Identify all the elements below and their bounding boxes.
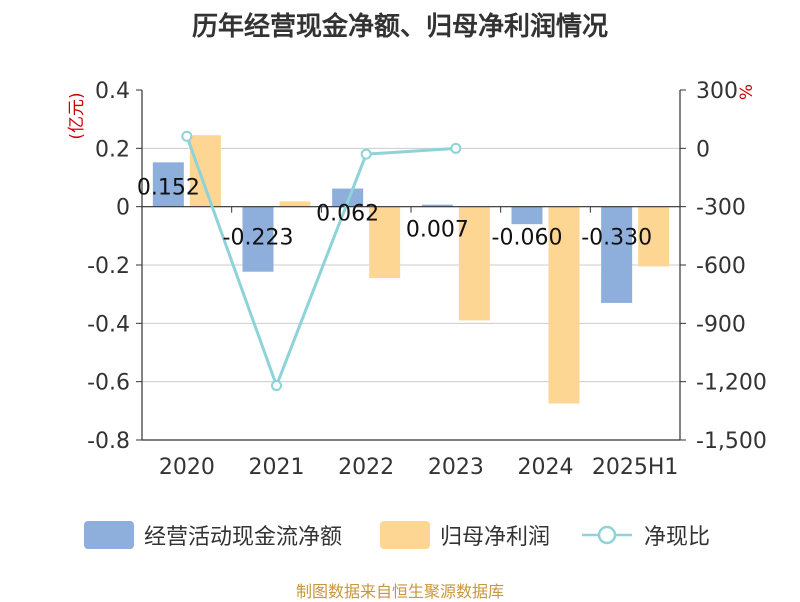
cash-flow-bar xyxy=(511,206,543,225)
ratio-point xyxy=(181,130,193,142)
right-tick-label: 0 xyxy=(696,137,710,162)
net-profit-bar xyxy=(638,206,670,267)
legend-label-cash-ratio: 净现比 xyxy=(644,525,711,550)
left-tick-label: -0.8 xyxy=(87,429,130,454)
source-note: 制图数据来自恒生聚源数据库 xyxy=(295,582,504,601)
cash-flow-bar xyxy=(152,162,184,207)
cash-flow-data-label: -0.223 xyxy=(223,226,294,251)
legend-item-net-profit[interactable]: 归母净利润 xyxy=(380,518,550,552)
right-tick-label: -600 xyxy=(696,254,746,279)
cash-flow-bar xyxy=(421,204,453,207)
category-label: 2020 xyxy=(159,455,215,480)
legend-swatch-net-profit xyxy=(380,521,430,549)
right-tick-label: -900 xyxy=(696,312,746,337)
right-tick-label: -1,500 xyxy=(696,429,767,454)
left-tick-label: 0 xyxy=(116,196,130,221)
cash-flow-data-label: 0.007 xyxy=(406,218,469,243)
ratio-polyline xyxy=(185,135,456,390)
data-labels: 0.152 -0.223 0.062 0.007 -0.060 -0.330 xyxy=(137,175,652,250)
net-profit-bar xyxy=(279,201,311,207)
right-tick-label: -300 xyxy=(696,196,746,221)
cash-flow-data-label: 0.152 xyxy=(137,175,200,200)
right-tick-label: -1,200 xyxy=(696,371,767,396)
ratio-point xyxy=(450,142,462,154)
ratio-line xyxy=(181,130,462,392)
legend-label-cash-flow: 经营活动现金流净额 xyxy=(144,525,343,550)
cash-flow-data-label: -0.330 xyxy=(581,226,652,251)
grid-lines xyxy=(142,147,680,383)
left-tick-label: 0.2 xyxy=(95,137,130,162)
left-unit-label: (亿元) xyxy=(67,92,87,139)
net-profit-bar xyxy=(189,135,221,207)
cash-flow-bar xyxy=(242,206,274,272)
net-profit-bar xyxy=(458,206,490,321)
legend-swatch-cash-ratio xyxy=(582,525,632,545)
legend-item-cash-ratio[interactable]: 净现比 xyxy=(580,518,710,552)
cash-flow-bar xyxy=(601,206,633,303)
category-label: 2021 xyxy=(249,455,305,480)
cash-flow-data-label: -0.060 xyxy=(492,226,563,251)
right-unit-label: % xyxy=(737,84,757,100)
cash-flow-data-label: 0.062 xyxy=(316,202,379,227)
category-label: 2024 xyxy=(518,455,574,480)
axes: 0.4 0.2 0 -0.2 -0.4 -0.6 -0.8 300 0 -300 -600 -900 -… xyxy=(67,79,767,480)
net-profit-bar xyxy=(369,206,401,279)
legend-label-net-profit: 归母净利润 xyxy=(440,525,551,550)
cash-flow-bar xyxy=(332,188,364,207)
ratio-point xyxy=(271,380,282,392)
left-tick-label: -0.4 xyxy=(87,312,130,337)
category-label: 2022 xyxy=(338,455,394,480)
left-tick-label: -0.6 xyxy=(87,371,130,396)
ratio-point xyxy=(360,148,372,160)
left-tick-label: 0.4 xyxy=(95,79,130,104)
right-tick-label: 300 xyxy=(696,79,738,104)
bars xyxy=(152,135,670,404)
category-label: 2023 xyxy=(428,455,484,480)
category-label: 2025H1 xyxy=(592,455,679,480)
legend-item-cash-flow[interactable]: 经营活动现金流净额 xyxy=(84,518,342,552)
net-profit-bar xyxy=(548,206,580,404)
left-tick-label: -0.2 xyxy=(87,254,130,279)
chart-title: 历年经营现金净额、归母净利润情况 xyxy=(191,12,608,42)
legend-swatch-cash-flow xyxy=(84,521,134,549)
